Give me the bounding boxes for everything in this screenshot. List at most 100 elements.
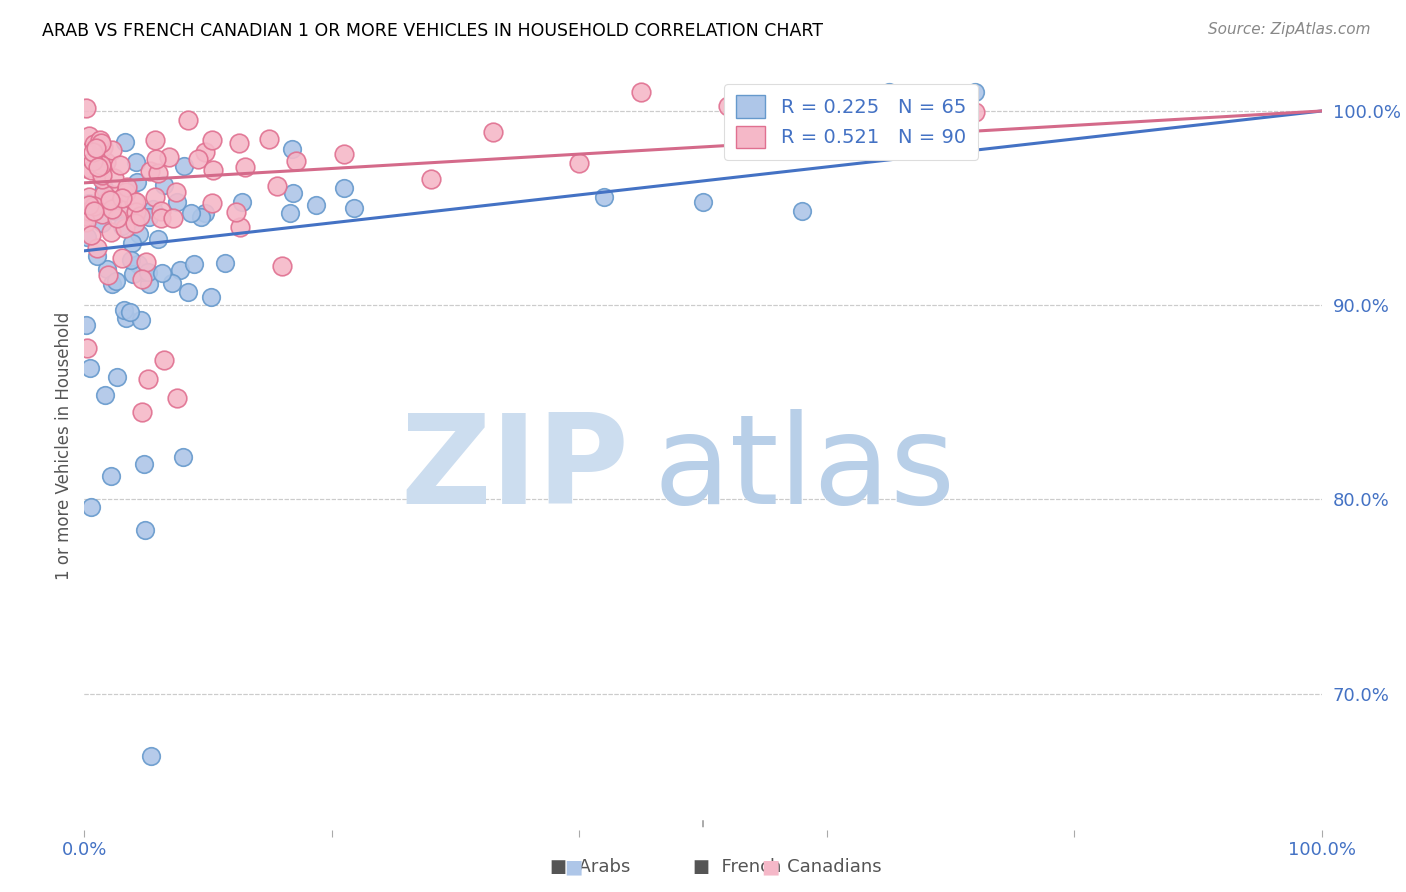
- Text: ARAB VS FRENCH CANADIAN 1 OR MORE VEHICLES IN HOUSEHOLD CORRELATION CHART: ARAB VS FRENCH CANADIAN 1 OR MORE VEHICL…: [42, 22, 823, 40]
- Point: [143, 133, 166, 147]
- Point: [103, 170, 125, 185]
- Point: [481, 125, 503, 139]
- Point: [139, 164, 162, 178]
- Point: [190, 210, 212, 224]
- Point: [194, 145, 217, 159]
- Point: [136, 372, 159, 386]
- Point: [80, 500, 103, 515]
- Text: atlas: atlas: [654, 409, 956, 530]
- Point: [98, 193, 121, 207]
- Point: [166, 392, 188, 406]
- Point: [79, 361, 101, 376]
- Point: [103, 187, 125, 202]
- Point: [105, 211, 128, 225]
- Point: [112, 303, 135, 318]
- Text: ■: ■: [761, 857, 780, 877]
- Point: [129, 313, 152, 327]
- Point: [83, 140, 105, 154]
- Point: [120, 305, 142, 319]
- Point: [75, 101, 97, 115]
- Point: [593, 190, 616, 204]
- Point: [187, 152, 209, 166]
- Point: [201, 162, 224, 177]
- Point: [111, 252, 134, 266]
- Point: [103, 203, 125, 218]
- Point: [94, 388, 117, 402]
- Point: [281, 142, 304, 156]
- Point: [201, 133, 224, 147]
- Point: [169, 262, 191, 277]
- Point: [131, 405, 153, 419]
- Point: [128, 227, 150, 241]
- Point: [143, 190, 166, 204]
- Point: [117, 201, 139, 215]
- Point: [112, 196, 135, 211]
- Point: [132, 265, 155, 279]
- Point: [131, 271, 153, 285]
- Point: [134, 524, 156, 538]
- Point: [89, 132, 111, 146]
- Point: [176, 285, 198, 300]
- Y-axis label: 1 or more Vehicles in Household: 1 or more Vehicles in Household: [55, 312, 73, 580]
- Point: [717, 99, 740, 113]
- Point: [162, 211, 184, 226]
- Point: [228, 220, 250, 235]
- Point: [77, 203, 100, 218]
- Point: [231, 195, 253, 210]
- Point: [127, 257, 149, 271]
- Point: [120, 252, 142, 267]
- Point: [270, 259, 292, 273]
- Point: [75, 209, 97, 223]
- Point: [90, 161, 112, 176]
- Point: [146, 166, 169, 180]
- Point: [125, 175, 148, 189]
- Point: [160, 277, 183, 291]
- Point: [86, 141, 108, 155]
- Point: [150, 211, 173, 226]
- Point: [790, 204, 813, 219]
- Text: ■  Arabs: ■ Arabs: [550, 858, 631, 876]
- Point: [235, 161, 257, 175]
- Point: [100, 225, 122, 239]
- Point: [101, 143, 124, 157]
- Point: [193, 205, 215, 219]
- Point: [80, 163, 103, 178]
- Point: [333, 181, 356, 195]
- Point: [91, 140, 114, 154]
- Point: [97, 192, 120, 206]
- Legend: R = 0.225   N = 65, R = 0.521   N = 90: R = 0.225 N = 65, R = 0.521 N = 90: [724, 84, 977, 160]
- Point: [150, 204, 173, 219]
- Text: ■  French Canadians: ■ French Canadians: [693, 858, 882, 876]
- Point: [343, 202, 366, 216]
- Point: [100, 469, 122, 483]
- Point: [177, 113, 200, 128]
- Point: [305, 198, 328, 212]
- Point: [180, 205, 202, 219]
- Point: [101, 277, 124, 292]
- Point: [153, 178, 176, 193]
- Point: [91, 172, 114, 186]
- Point: [77, 198, 100, 212]
- Point: [80, 228, 103, 243]
- Point: [138, 265, 160, 279]
- Point: [115, 185, 138, 199]
- Point: [166, 195, 188, 210]
- Point: [281, 186, 304, 201]
- Point: [172, 450, 194, 464]
- Point: [96, 261, 118, 276]
- Point: [173, 159, 195, 173]
- Point: [105, 370, 128, 384]
- Point: [96, 154, 118, 169]
- Point: [89, 166, 111, 180]
- Point: [90, 158, 112, 172]
- Point: [77, 129, 100, 144]
- Point: [257, 132, 280, 146]
- Point: [83, 137, 105, 152]
- Point: [76, 341, 98, 355]
- Point: [122, 194, 145, 208]
- Point: [692, 195, 714, 210]
- Point: [134, 458, 156, 472]
- Point: [75, 318, 97, 332]
- Point: [630, 85, 652, 99]
- Point: [121, 236, 143, 251]
